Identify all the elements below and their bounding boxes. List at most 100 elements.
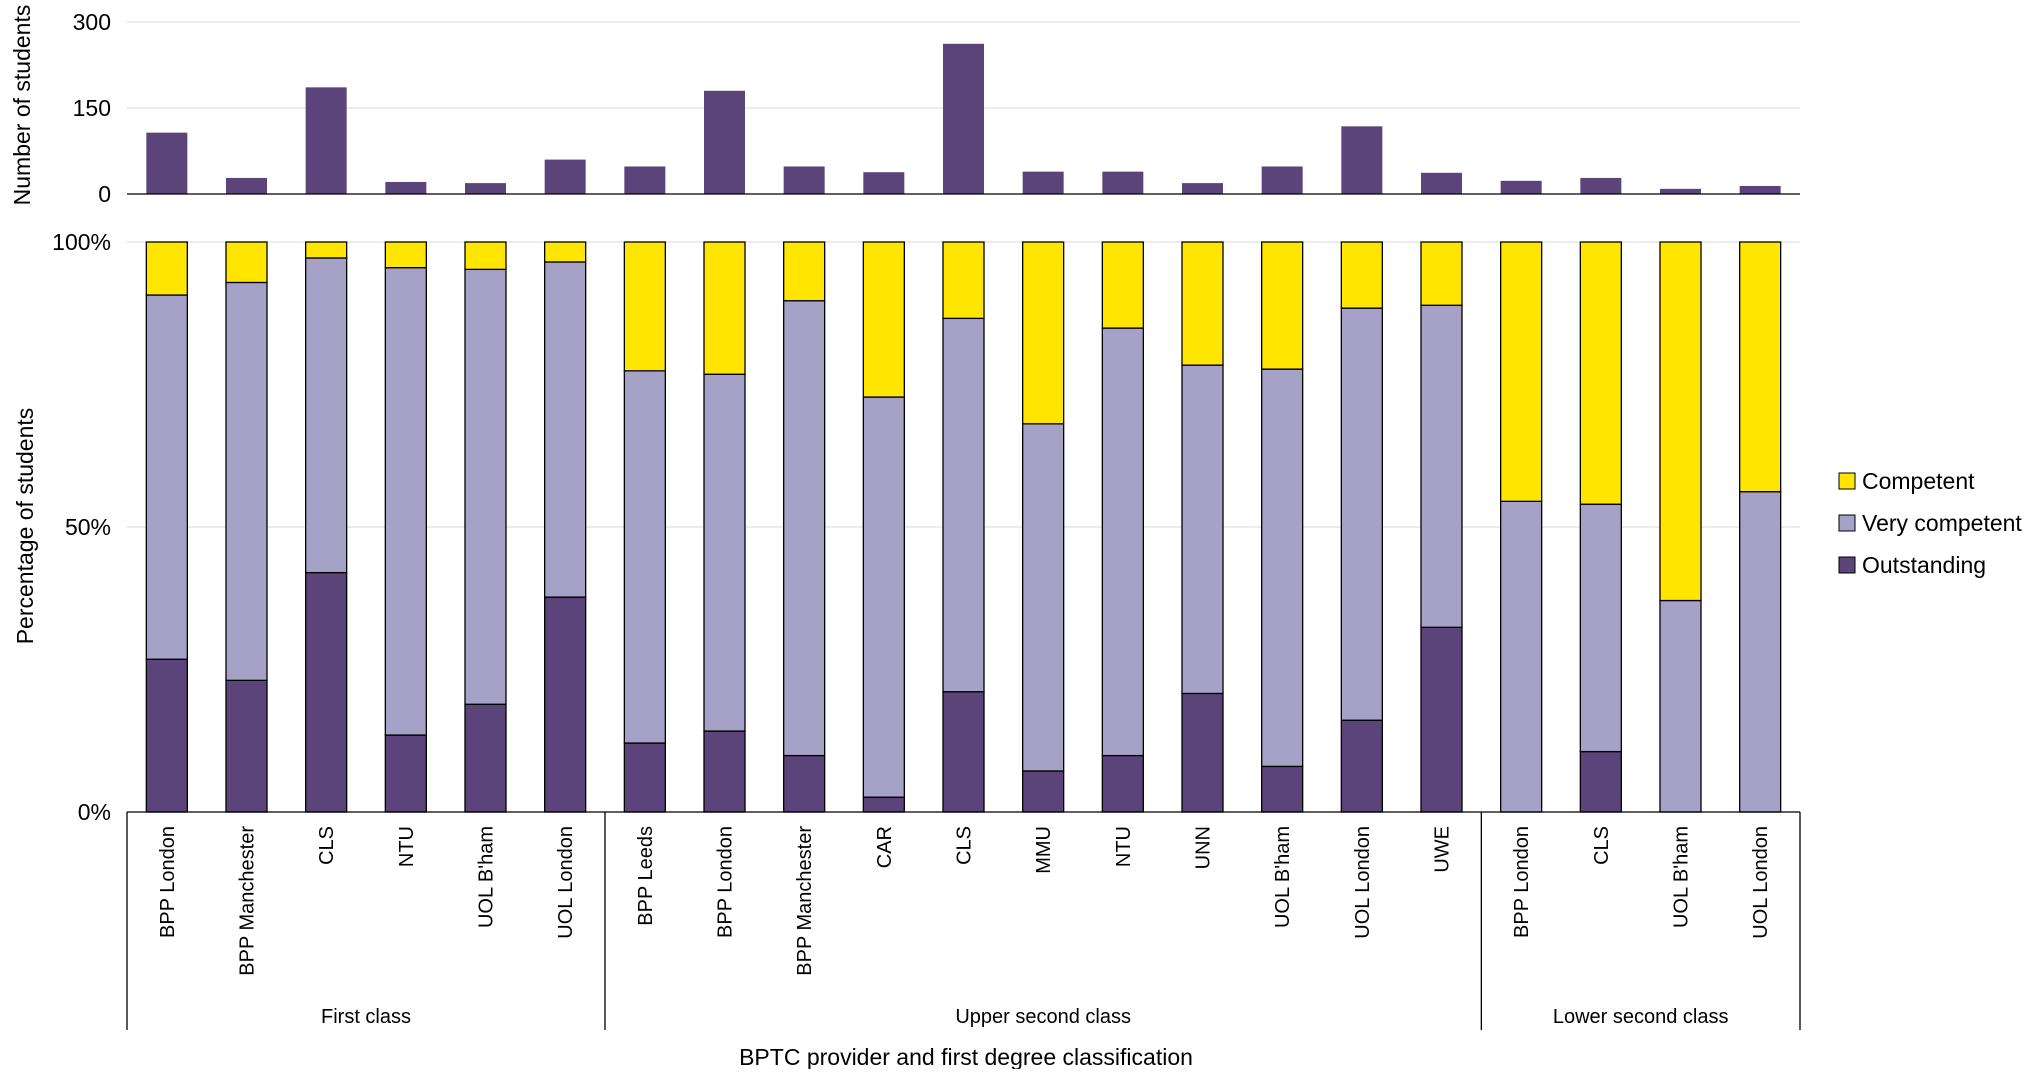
count-bar bbox=[146, 132, 188, 194]
bar-segment-outstanding bbox=[1022, 770, 1065, 813]
bar-segment-competent bbox=[1181, 241, 1224, 366]
top-y-tick-label: 300 bbox=[73, 9, 111, 35]
bottom-y-axis-title: Percentage of students bbox=[12, 408, 38, 645]
bar-segment-competent bbox=[464, 241, 507, 271]
bar-segment-competent bbox=[1420, 241, 1463, 306]
bar-segment-very-competent bbox=[1500, 500, 1543, 813]
count-bar bbox=[1421, 172, 1462, 194]
category-label: BPP Manchester bbox=[794, 826, 816, 976]
bar-segment-outstanding bbox=[942, 691, 985, 813]
bar-segment-outstanding bbox=[384, 734, 427, 813]
category-label: UOL B'ham bbox=[1671, 826, 1693, 928]
count-bar bbox=[863, 172, 905, 194]
count-bar bbox=[465, 183, 506, 194]
bar-segment-competent bbox=[225, 241, 268, 284]
count-bar bbox=[783, 166, 825, 194]
bar-segment-very-competent bbox=[1101, 327, 1144, 757]
bottom-y-tick-label: 0% bbox=[78, 799, 111, 825]
bar-segment-very-competent bbox=[1659, 599, 1702, 813]
legend: Competent Very competent Outstanding bbox=[1838, 468, 2022, 578]
bar-segment-outstanding bbox=[145, 658, 188, 813]
bar-segment-very-competent bbox=[1022, 423, 1065, 772]
bottom-bars bbox=[145, 241, 1782, 813]
bar-segment-competent bbox=[1500, 241, 1543, 503]
bar-segment-competent bbox=[1340, 241, 1383, 309]
count-bar bbox=[1660, 188, 1701, 194]
bar-segment-outstanding bbox=[305, 571, 348, 813]
top-y-axis-title: Number of students bbox=[9, 5, 35, 206]
count-bar bbox=[943, 43, 984, 194]
bar-segment-very-competent bbox=[1261, 368, 1304, 768]
bar-segment-outstanding bbox=[1420, 626, 1463, 813]
count-bar bbox=[1102, 171, 1144, 194]
bar-segment-outstanding bbox=[1340, 719, 1383, 813]
bar-segment-competent bbox=[384, 241, 427, 269]
legend-label: Competent bbox=[1862, 468, 1975, 494]
bar-segment-competent bbox=[1579, 241, 1622, 505]
bar-segment-outstanding bbox=[225, 679, 268, 813]
bar-segment-very-competent bbox=[464, 268, 507, 705]
bar-segment-competent bbox=[305, 241, 348, 259]
group-labels: First class Upper second class Lower secon… bbox=[126, 812, 1801, 1030]
category-label: CAR bbox=[874, 826, 896, 868]
group-label: First class bbox=[321, 1006, 411, 1028]
legend-swatch-outstanding bbox=[1838, 556, 1856, 574]
bar-segment-very-competent bbox=[1739, 491, 1782, 813]
count-bar bbox=[1341, 126, 1383, 194]
count-bar bbox=[305, 87, 347, 194]
category-label: BPP London bbox=[715, 826, 737, 938]
top-y-tick-label: 0 bbox=[98, 181, 111, 207]
category-label: UNN bbox=[1193, 826, 1215, 869]
bar-segment-outstanding bbox=[544, 596, 587, 813]
bar-segment-outstanding bbox=[1181, 692, 1224, 813]
count-bar bbox=[226, 177, 267, 194]
bar-segment-outstanding bbox=[862, 796, 905, 813]
count-bar bbox=[1500, 180, 1542, 194]
bar-segment-very-competent bbox=[145, 294, 188, 660]
tick-labels: 0 150 300 0% 50% 100% bbox=[52, 9, 111, 825]
bar-segment-very-competent bbox=[1340, 307, 1383, 721]
bar-segment-very-competent bbox=[1420, 304, 1463, 628]
category-label: MMU bbox=[1033, 826, 1055, 874]
category-label: CLS bbox=[954, 826, 976, 865]
bar-segment-outstanding bbox=[783, 754, 826, 813]
bar-segment-very-competent bbox=[305, 257, 348, 574]
bar-segment-competent bbox=[783, 241, 826, 302]
count-bar bbox=[1182, 183, 1223, 194]
category-label: BPP London bbox=[1511, 826, 1533, 938]
bar-segment-very-competent bbox=[703, 373, 746, 732]
bar-segment-outstanding bbox=[1261, 765, 1304, 813]
bar-segment-very-competent bbox=[862, 396, 905, 798]
count-bar bbox=[704, 90, 745, 194]
bar-segment-competent bbox=[703, 241, 746, 375]
bar-segment-outstanding bbox=[703, 730, 746, 813]
category-label: UOL B'ham bbox=[476, 826, 498, 928]
bar-segment-competent bbox=[1101, 241, 1144, 329]
x-axis-title: BPTC provider and first degree classific… bbox=[739, 1044, 1193, 1069]
bar-segment-competent bbox=[1659, 241, 1702, 602]
count-bar bbox=[385, 181, 427, 194]
bar-segment-very-competent bbox=[623, 370, 666, 744]
legend-label: Outstanding bbox=[1862, 552, 1986, 578]
count-bar bbox=[1022, 171, 1064, 194]
count-bar bbox=[1261, 166, 1303, 194]
bar-segment-competent bbox=[862, 241, 905, 398]
count-bar bbox=[544, 159, 586, 194]
bar-segment-competent bbox=[623, 241, 666, 372]
bar-segment-very-competent bbox=[1579, 503, 1622, 753]
category-label: BPP Manchester bbox=[237, 826, 259, 976]
bar-segment-competent bbox=[942, 241, 985, 320]
category-label: UOL London bbox=[555, 826, 577, 939]
bar-segment-competent bbox=[1261, 241, 1304, 370]
bar-segment-outstanding bbox=[623, 742, 666, 813]
category-label: BPP Leeds bbox=[635, 826, 657, 926]
category-label: BPP London bbox=[157, 826, 179, 938]
count-bar bbox=[624, 166, 666, 194]
bar-segment-outstanding bbox=[1579, 750, 1622, 813]
axis-titles: BPTC provider and first degree classific… bbox=[9, 5, 1193, 1070]
bar-segment-very-competent bbox=[783, 300, 826, 757]
bar-segment-very-competent bbox=[1181, 364, 1224, 695]
category-label: NTU bbox=[1113, 826, 1135, 867]
bar-segment-competent bbox=[544, 241, 587, 263]
